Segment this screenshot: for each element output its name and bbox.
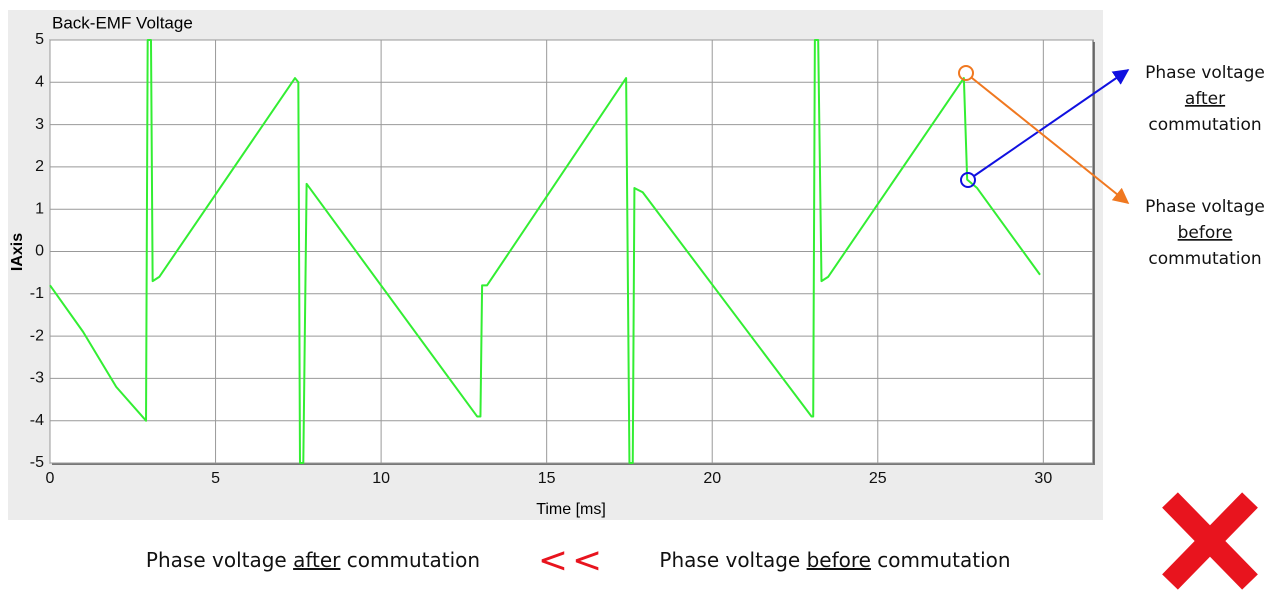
y-tick-label: 0 <box>35 243 44 260</box>
caption-part: commutation <box>340 548 480 572</box>
x-tick-label: 15 <box>538 470 556 487</box>
data-line <box>49 39 1041 464</box>
y-tick-label: 2 <box>35 158 44 175</box>
y-tick-label: -4 <box>30 412 44 429</box>
cross-icon <box>1162 492 1258 590</box>
caption-part: Phase voltage <box>659 548 806 572</box>
chart-title: Back-EMF Voltage <box>52 13 193 32</box>
annotation: commutation <box>1148 115 1261 135</box>
y-tick-label: -2 <box>30 327 44 344</box>
x-tick-label: 5 <box>211 470 220 487</box>
marker-circle <box>960 172 976 188</box>
caption-part: before <box>807 548 871 572</box>
y-tick-label: 1 <box>35 200 44 217</box>
y-tick-label: 4 <box>35 74 44 91</box>
caption-part: after <box>293 548 341 572</box>
caption-part: Phase voltage <box>146 548 293 572</box>
x-tick-label: 25 <box>869 470 887 487</box>
x-tick-label: 10 <box>372 470 390 487</box>
annotation: commutation <box>1148 249 1261 269</box>
y-tick-label: -3 <box>30 370 44 387</box>
y-tick-label: -5 <box>30 454 44 471</box>
marks <box>49 39 1041 464</box>
caption-left: Phase voltage after commutation <box>146 548 480 572</box>
caption-right: Phase voltage before commutation <box>659 548 1010 572</box>
y-tick-label: -1 <box>30 285 44 302</box>
annotation: Phase voltage <box>1145 197 1265 217</box>
annotation: before <box>1178 223 1233 243</box>
arrow <box>973 69 1130 177</box>
x-axis-label: Time [ms] <box>536 501 606 518</box>
annotation: after <box>1185 89 1225 109</box>
x-tick-label: 20 <box>703 470 721 487</box>
arrow <box>971 77 1130 205</box>
x-tick-label: 0 <box>46 470 55 487</box>
grid: -5 -4 -3 -2 -1 0 1 2 3 4 5 0 5 10 15 20 25 30 <box>30 31 1093 487</box>
marker-circle <box>958 65 974 81</box>
annotation: Phase voltage <box>1145 63 1265 83</box>
caption-symbol: << <box>538 540 606 581</box>
x-tick-label: 30 <box>1034 470 1052 487</box>
caption-part: commutation <box>871 548 1011 572</box>
y-tick-label: 5 <box>35 31 44 48</box>
y-axis-label: IAxis <box>9 233 26 271</box>
y-tick-label: 3 <box>35 116 44 133</box>
